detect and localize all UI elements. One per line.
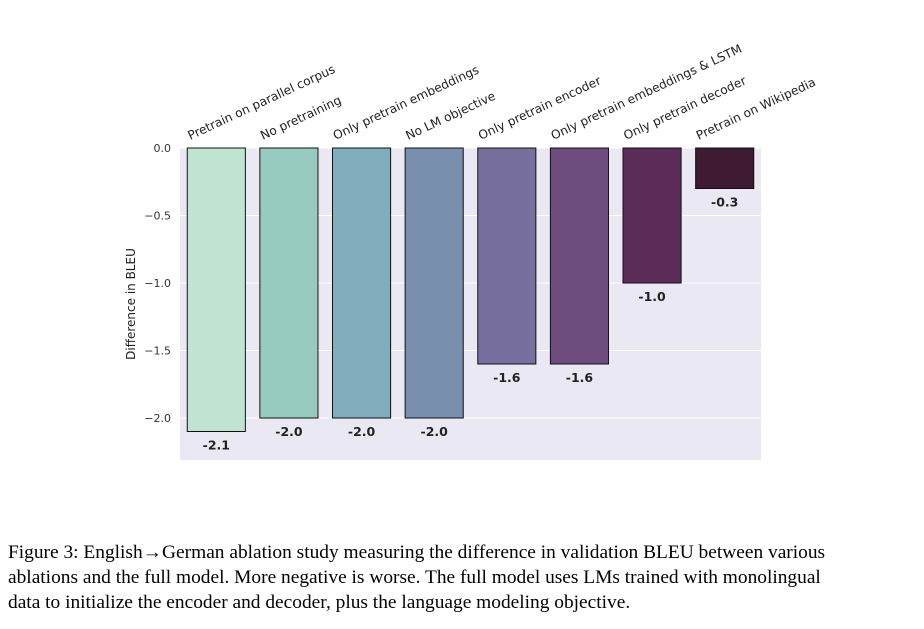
bar-value-label: -1.6 bbox=[493, 370, 521, 385]
bar bbox=[695, 147, 755, 189]
bar bbox=[549, 147, 609, 365]
bar-value-label: -1.0 bbox=[638, 289, 666, 304]
y-tick-label: 0.0 bbox=[154, 142, 172, 155]
bar bbox=[622, 147, 682, 284]
category-label: Only pretrain encoder bbox=[476, 73, 604, 143]
y-tick-label: −2.0 bbox=[144, 412, 171, 425]
caption-line: ablations and the full model. More negat… bbox=[8, 567, 821, 588]
y-tick-label: −1.5 bbox=[144, 345, 171, 358]
bar-value-label: -2.0 bbox=[348, 424, 376, 439]
category-label: Pretrain on Wikipedia bbox=[694, 75, 818, 143]
bars bbox=[186, 147, 755, 432]
bar-value-label: -2.1 bbox=[203, 438, 230, 453]
value-labels: -2.1 -2.0 -2.0 -2.0 -1.6 -1.6 -1.0 -0.3 bbox=[203, 195, 739, 453]
y-tick-label: −1.0 bbox=[144, 277, 171, 290]
caption-line: Figure 3: English→German ablation study … bbox=[8, 542, 826, 563]
bar-value-label: -0.3 bbox=[711, 195, 738, 210]
bar bbox=[477, 147, 537, 365]
caption-line: data to initialize the encoder and decod… bbox=[8, 592, 631, 613]
bar bbox=[332, 147, 392, 419]
figure-caption: Figure 3: English→German ablation study … bbox=[8, 540, 920, 615]
y-axis-ticks: 0.0 −0.5 −1.0 −1.5 −2.0 bbox=[144, 142, 171, 425]
bar-value-label: -1.6 bbox=[566, 370, 594, 385]
bar-value-label: -2.0 bbox=[421, 424, 449, 439]
bar bbox=[186, 147, 246, 432]
y-tick-label: −0.5 bbox=[144, 210, 171, 223]
bar-chart: -2.1 -2.0 -2.0 -2.0 -1.6 -1.6 -1.0 -0.3 0.0 −0.5… bbox=[124, 42, 818, 460]
bar-value-label: -2.0 bbox=[275, 424, 303, 439]
y-axis-label: Difference in BLEU bbox=[124, 248, 138, 360]
category-label: Only pretrain decoder bbox=[621, 73, 749, 143]
bar bbox=[259, 147, 319, 419]
bar bbox=[404, 147, 464, 419]
